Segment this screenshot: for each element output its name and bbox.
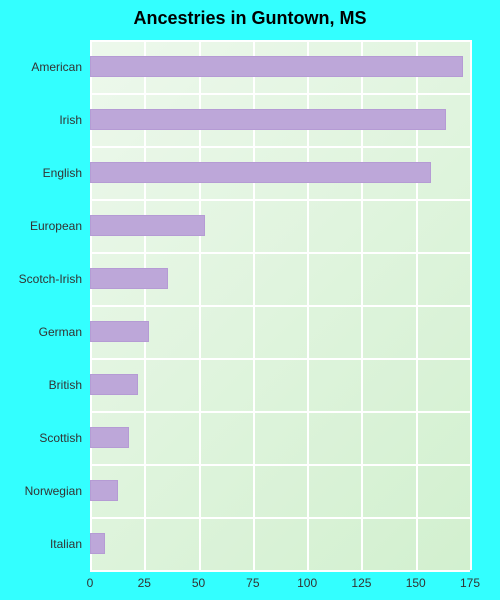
gridline-horizontal <box>90 464 470 466</box>
gridline-horizontal <box>90 252 470 254</box>
gridline-horizontal <box>90 358 470 360</box>
y-tick-label: German <box>39 325 90 339</box>
bar <box>90 215 205 235</box>
gridline-horizontal <box>90 517 470 519</box>
y-tick-label: Irish <box>59 113 90 127</box>
y-tick-label: European <box>30 219 90 233</box>
chart-title: Ancestries in Guntown, MS <box>0 8 500 29</box>
bar <box>90 321 149 341</box>
bar <box>90 109 446 129</box>
gridline-horizontal <box>90 305 470 307</box>
x-tick-label: 50 <box>192 570 205 590</box>
bar <box>90 56 463 76</box>
x-tick-label: 0 <box>87 570 94 590</box>
plot-area: 0255075100125150175AmericanIrishEnglishE… <box>90 40 470 570</box>
y-tick-label: Norwegian <box>25 484 90 498</box>
bar <box>90 374 138 394</box>
y-tick-label: American <box>31 60 90 74</box>
gridline-horizontal <box>90 93 470 95</box>
gridline-vertical <box>470 40 472 570</box>
gridline-horizontal <box>90 146 470 148</box>
gridline-horizontal <box>90 570 470 572</box>
y-tick-label: Scottish <box>39 431 90 445</box>
x-tick-label: 100 <box>297 570 317 590</box>
y-tick-label: Scotch-Irish <box>19 272 90 286</box>
bar <box>90 268 168 288</box>
y-tick-label: English <box>43 166 90 180</box>
gridline-horizontal <box>90 40 470 42</box>
x-tick-label: 25 <box>138 570 151 590</box>
bar <box>90 533 105 553</box>
gridline-horizontal <box>90 411 470 413</box>
y-tick-label: Italian <box>50 537 90 551</box>
x-tick-label: 125 <box>351 570 371 590</box>
x-tick-label: 175 <box>460 570 480 590</box>
gridline-horizontal <box>90 199 470 201</box>
chart-container: Ancestries in Guntown, MS City-Data.com … <box>0 0 500 600</box>
bar <box>90 480 118 500</box>
y-tick-label: British <box>49 378 90 392</box>
x-tick-label: 150 <box>406 570 426 590</box>
bar <box>90 162 431 182</box>
x-tick-label: 75 <box>246 570 259 590</box>
bar <box>90 427 129 447</box>
